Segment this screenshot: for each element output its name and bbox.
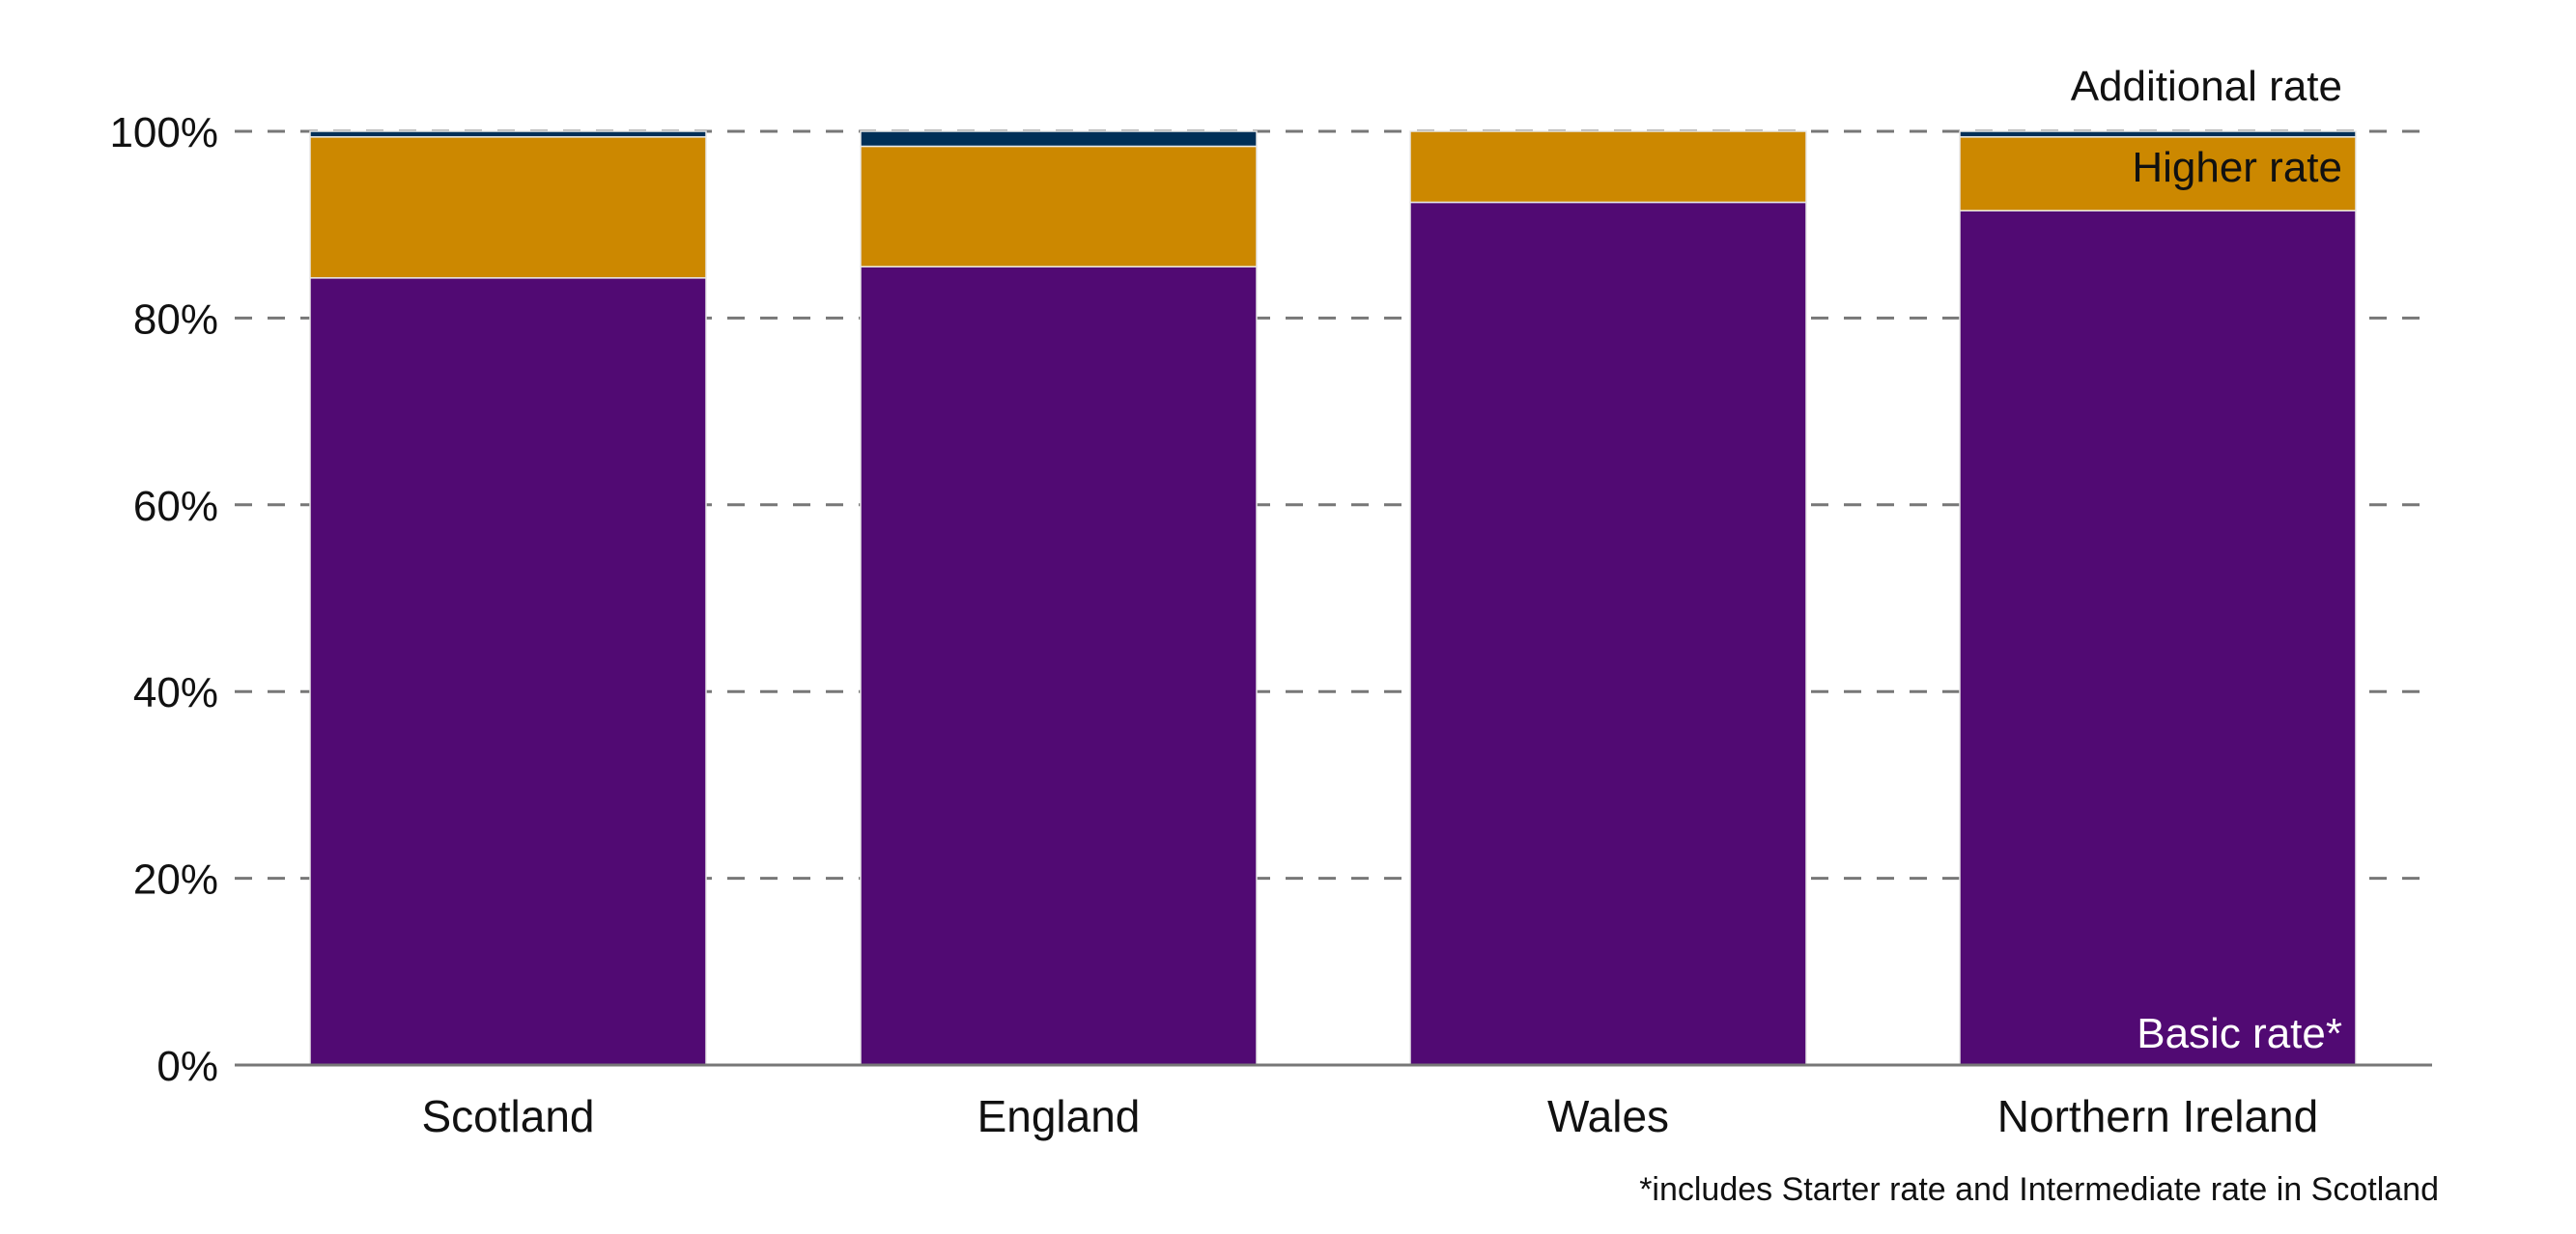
- x-axis-categories: Scotland England Wales Northern Ireland: [421, 1091, 2318, 1141]
- y-tick-label: 0%: [156, 1043, 218, 1090]
- bar-segment-northern-ireland-basic: [1959, 210, 2357, 1066]
- x-category-label: Wales: [1547, 1091, 1669, 1141]
- y-tick-label: 80%: [133, 295, 218, 343]
- x-category-label: Northern Ireland: [1997, 1091, 2318, 1141]
- bar-segment-england-higher: [860, 145, 1258, 267]
- bar-segment-northern-ireland-higher: [1959, 136, 2357, 211]
- y-tick-label: 40%: [133, 669, 218, 716]
- bar-segment-scotland-higher: [309, 136, 707, 279]
- bar-segment-wales-basic: [1409, 201, 1807, 1066]
- bars: [309, 130, 2357, 1066]
- bar-segment-scotland-additional: [309, 130, 707, 138]
- bar-segment-england-basic: [860, 266, 1258, 1066]
- bar-segment-england-additional: [860, 130, 1258, 148]
- footnote: *includes Starter rate and Intermediate …: [1639, 1171, 2439, 1208]
- bar-segment-wales-higher: [1409, 130, 1807, 204]
- x-category-label: Scotland: [421, 1091, 594, 1141]
- y-tick-label: 60%: [133, 483, 218, 530]
- y-tick-label: 20%: [133, 856, 218, 904]
- bar-segment-northern-ireland-additional: [1959, 130, 2357, 138]
- x-category-label: England: [977, 1091, 1141, 1141]
- label-basic-rate: Basic rate*: [2137, 1010, 2342, 1057]
- bar-segment-scotland-basic: [309, 277, 707, 1066]
- y-axis-ticks: 0% 20% 40% 60% 80% 100%: [109, 109, 218, 1090]
- y-tick-label: 100%: [109, 109, 218, 156]
- label-additional-rate: Additional rate: [2071, 63, 2342, 110]
- label-higher-rate: Higher rate: [2132, 144, 2342, 191]
